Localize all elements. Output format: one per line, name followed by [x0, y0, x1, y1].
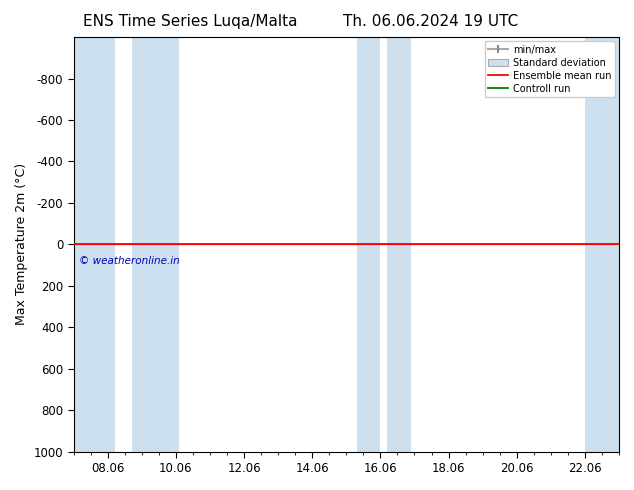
Y-axis label: Max Temperature 2m (°C): Max Temperature 2m (°C) [15, 163, 28, 325]
Legend: min/max, Standard deviation, Ensemble mean run, Controll run: min/max, Standard deviation, Ensemble me… [484, 41, 615, 98]
Bar [131, 37, 179, 452]
Text: © weatheronline.in: © weatheronline.in [79, 256, 179, 266]
Bar [585, 37, 619, 452]
Text: Th. 06.06.2024 19 UTC: Th. 06.06.2024 19 UTC [344, 14, 519, 29]
Bar [356, 37, 380, 452]
Bar [387, 37, 411, 452]
Text: ENS Time Series Luqa/Malta: ENS Time Series Luqa/Malta [83, 14, 297, 29]
Bar [74, 37, 115, 452]
